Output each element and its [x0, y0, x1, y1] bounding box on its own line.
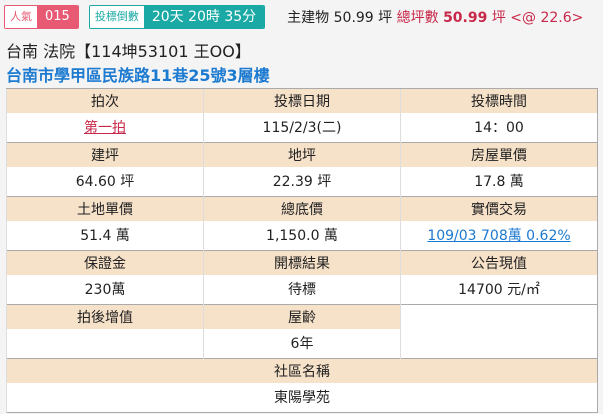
popularity-value: 015: [37, 6, 78, 28]
header-cell: 總底價: [203, 196, 401, 221]
value-cell: 6年: [203, 328, 401, 359]
header-cell: 投標時間: [400, 88, 598, 113]
countdown-badge: 投標倒數 20天 20時 35分: [88, 5, 266, 29]
value-cell: 17.8 萬: [400, 166, 598, 197]
auction-round-link[interactable]: 第一拍: [84, 120, 126, 137]
popularity-label: 人氣: [5, 6, 37, 28]
value-cell: 1,150.0 萬: [203, 220, 401, 251]
value-cell: 14700 元/㎡: [400, 274, 598, 305]
header-bar: 人氣 015 投標倒數 20天 20時 35分 主建物 50.99 坪 總坪數 …: [4, 4, 583, 30]
total-area-label: 總坪數: [396, 10, 439, 26]
header-cell: 公告現值: [400, 250, 598, 275]
value-cell: 14：00: [400, 112, 598, 143]
case-title: 台南 法院【114坤53101 王OO】: [6, 42, 251, 61]
header-cell: 實價交易: [400, 196, 598, 221]
header-cell: 土地單價: [6, 196, 204, 221]
header-cell: 投標日期: [203, 88, 401, 113]
main-building-value: 50.99 坪: [333, 10, 393, 26]
property-address[interactable]: 台南市學甲區民族路11巷25號3層樓: [6, 66, 270, 85]
value-cell: [6, 328, 204, 359]
value-cell: 64.60 坪: [6, 166, 204, 197]
empty-cell: [400, 304, 598, 359]
header-cell: 開標結果: [203, 250, 401, 275]
header-cell: 拍後增值: [6, 304, 204, 329]
value-cell: 51.4 萬: [6, 220, 204, 251]
header-cell: 保證金: [6, 250, 204, 275]
popularity-badge: 人氣 015: [4, 5, 79, 29]
countdown-value: 20天 20時 35分: [143, 6, 265, 28]
main-building-label: 主建物: [287, 10, 330, 26]
header-cell: 建坪: [6, 142, 204, 167]
unit-price: <@ 22.6>: [510, 10, 584, 26]
header-cell: 屋齡: [203, 304, 401, 329]
total-area-value: 50.99: [443, 10, 488, 26]
header-cell: 社區名稱: [6, 358, 598, 383]
value-cell: 115/2/3(二): [203, 112, 401, 143]
value-cell: 待標: [203, 274, 401, 305]
value-cell: 22.39 坪: [203, 166, 401, 197]
header-cell: 拍次: [6, 88, 204, 113]
header-cell: 房屋單價: [400, 142, 598, 167]
header-cell: 地坪: [203, 142, 401, 167]
community-name: 東陽學苑: [6, 382, 598, 413]
area-info: 主建物 50.99 坪 總坪數 50.99 坪 <@ 22.6>: [287, 7, 583, 27]
value-cell: 230萬: [6, 274, 204, 305]
countdown-label: 投標倒數: [89, 6, 144, 28]
total-area-unit: 坪: [491, 10, 506, 26]
property-details-table: 拍次 投標日期 投標時間 第一拍 115/2/3(二) 14：00 建坪 地坪 房屋單價 6…: [6, 88, 598, 413]
actual-price-link[interactable]: 109/03 708萬 0.62%: [427, 228, 571, 245]
